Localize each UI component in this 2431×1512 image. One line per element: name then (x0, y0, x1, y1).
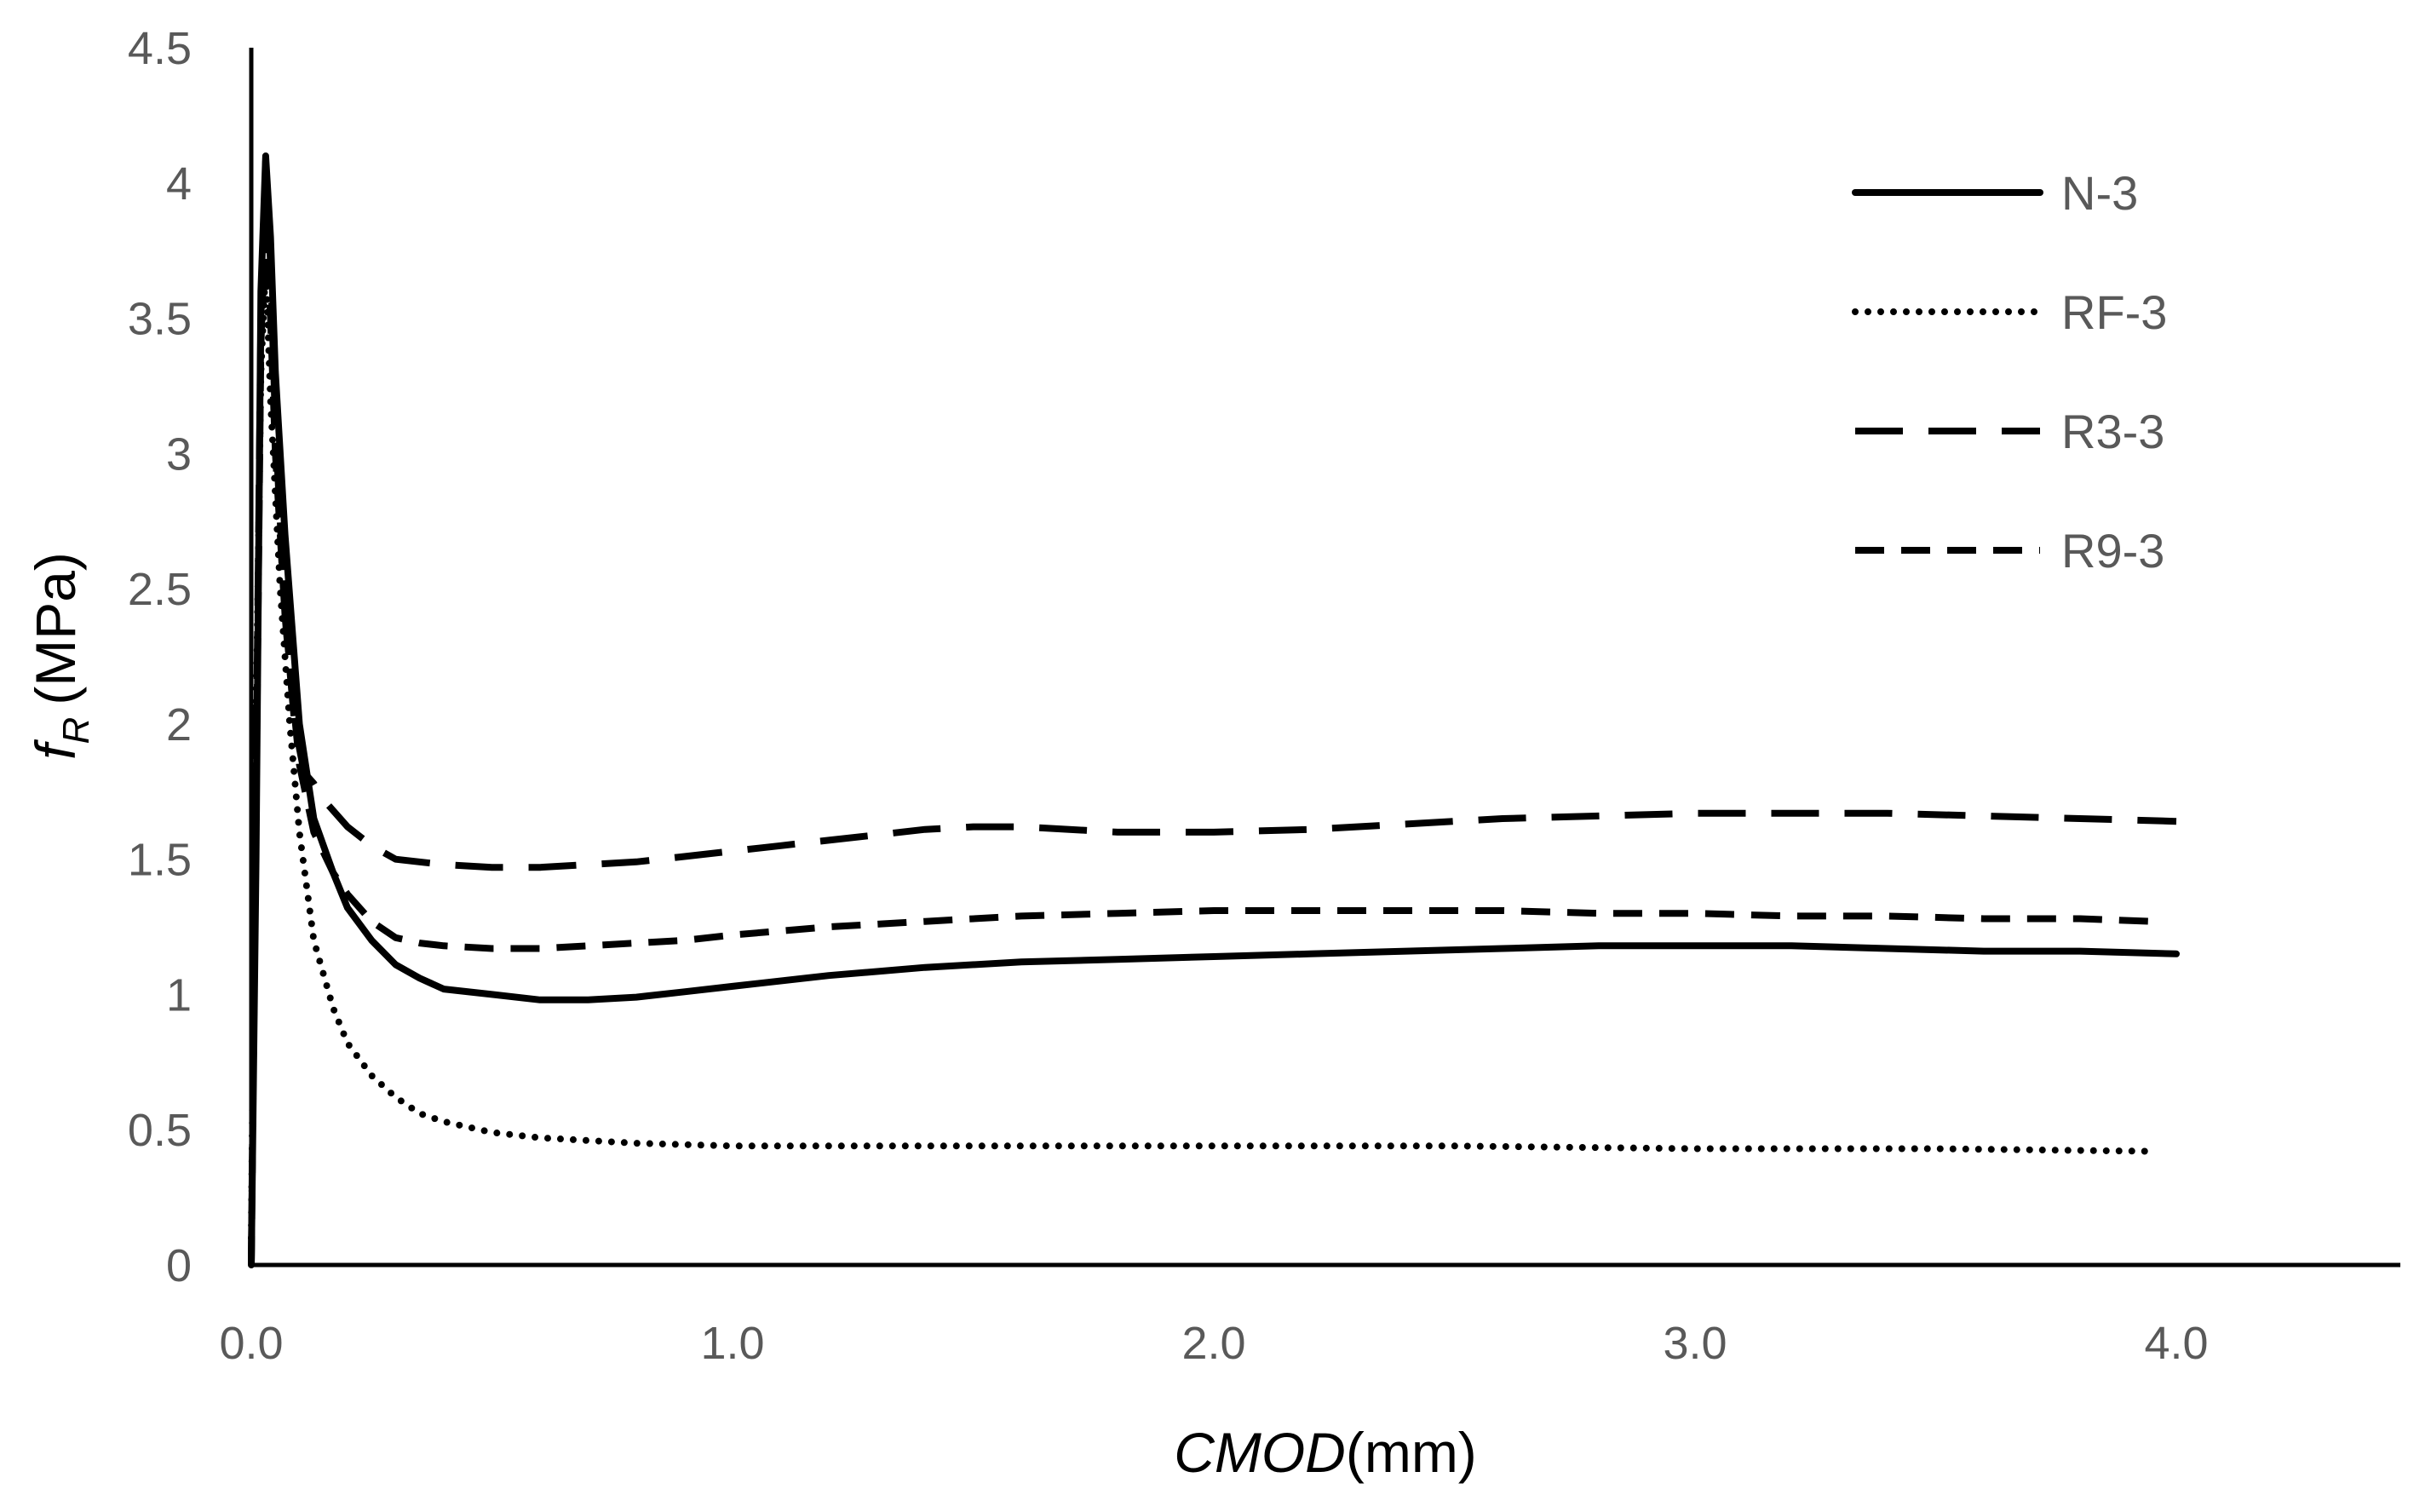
legend-label-rf-3: RF-3 (2061, 285, 2167, 339)
y-tick-label: 3 (166, 428, 192, 480)
x-tick-label: 0.0 (219, 1318, 283, 1369)
x-tick-label: 1.0 (700, 1318, 764, 1369)
y-tick-label: 0.5 (128, 1105, 192, 1156)
series-layer (248, 152, 2180, 1268)
y-tick-label: 1.5 (128, 835, 192, 886)
y-tick-label: 4 (166, 158, 192, 210)
y-axis-title: fR(MPa) (24, 552, 97, 760)
y-axis-title-unit: (MPa) (24, 552, 87, 705)
series-line-r3-3 (248, 158, 2177, 1266)
y-tick-label: 0 (166, 1240, 192, 1291)
legend-label-n-3: N-3 (2061, 166, 2138, 220)
series-line-n-3 (248, 152, 2180, 1268)
y-axis-title-subscript: R (55, 717, 97, 745)
y-tick-label: 2 (166, 699, 192, 750)
legend-label-r9-3: R9-3 (2061, 524, 2164, 578)
y-tick-label: 4.5 (128, 23, 192, 74)
y-tick-labels: 0 0.5 1 1.5 2 2.5 3 3.5 4 4.5 (128, 23, 192, 1291)
series-line-r9-3 (248, 206, 2152, 1266)
x-tick-labels: 0.0 1.0 2.0 3.0 4.0 (219, 1318, 2208, 1369)
x-tick-label: 4.0 (2144, 1318, 2208, 1369)
legend-label-r3-3: R3-3 (2061, 405, 2164, 458)
y-tick-label: 1 (166, 969, 192, 1020)
y-tick-label: 3.5 (128, 294, 192, 345)
x-tick-label: 2.0 (1181, 1318, 1245, 1369)
series-line-rf-3 (248, 261, 2156, 1242)
legend: N-3 RF-3 R3-3 R9-3 (1852, 166, 2167, 578)
x-axis-title-unit: (mm) (1346, 1421, 1477, 1484)
x-tick-label: 3.0 (1663, 1318, 1727, 1369)
x-axis-title-italic: CMOD (1174, 1421, 1346, 1484)
x-axis-title: CMOD(mm) (1174, 1421, 1477, 1484)
y-tick-label: 2.5 (128, 564, 192, 615)
